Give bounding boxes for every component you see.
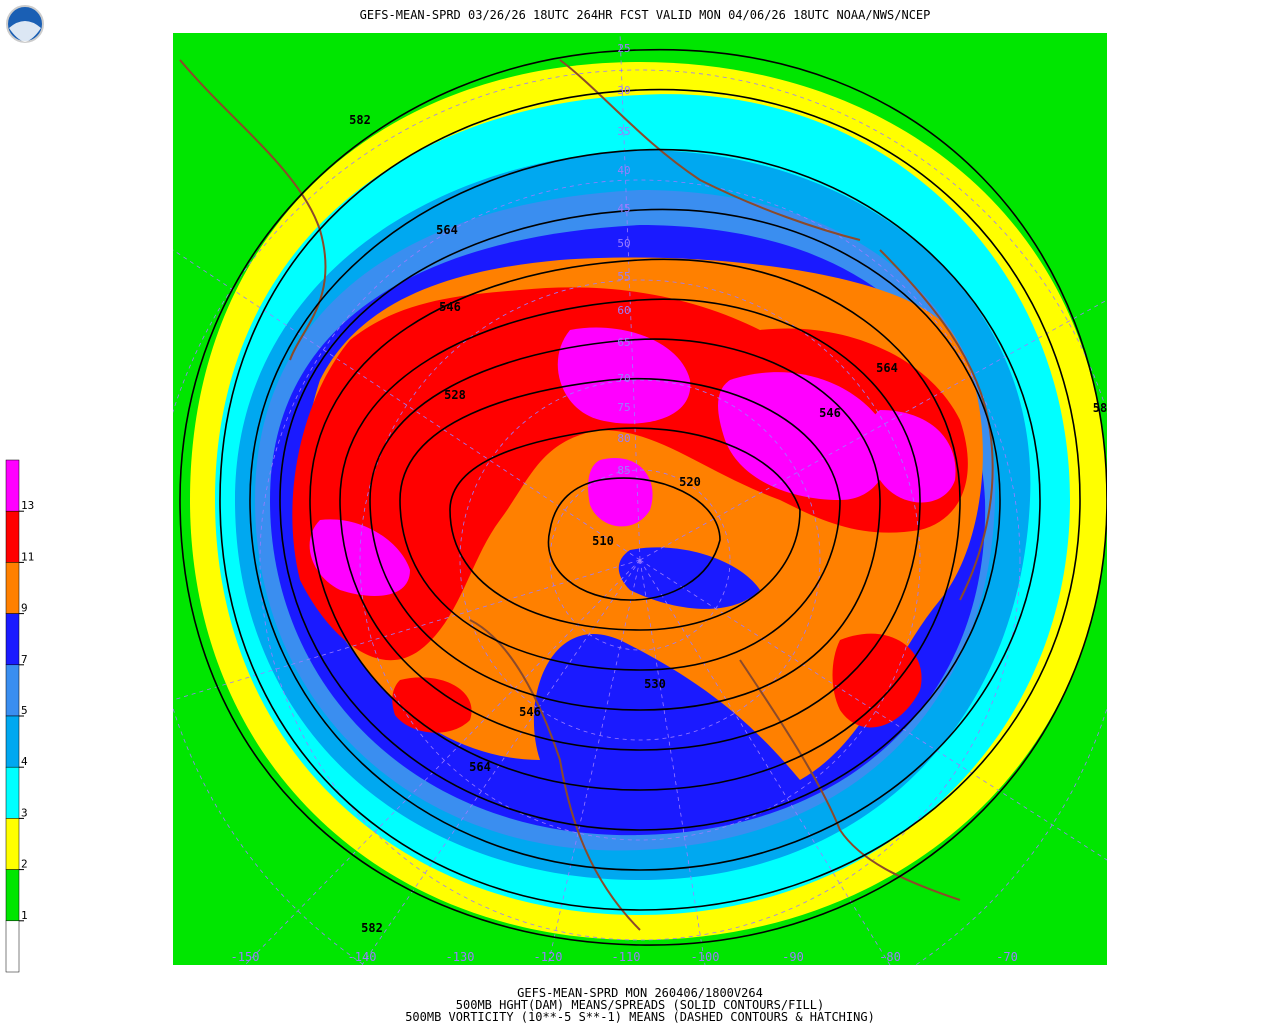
colorbar-swatch	[5, 920, 20, 973]
contour-label: 58	[1093, 401, 1107, 415]
colorbar-label: 7	[21, 653, 28, 666]
colorbar-swatch	[5, 510, 20, 563]
latitude-label: 80	[617, 432, 630, 445]
colorbar-label: 4	[21, 755, 28, 768]
colorbar-label: 13	[21, 499, 34, 512]
latitude-label: 55	[617, 270, 630, 283]
contour-label: 546	[519, 705, 541, 719]
map-title: GEFS-MEAN-SPRD 03/26/26 18UTC 264HR FCST…	[360, 8, 931, 22]
colorbar-label: 9	[21, 602, 28, 615]
colorbar-swatch	[5, 869, 20, 922]
longitude-label: -100	[691, 950, 720, 964]
longitude-label: -150	[231, 950, 260, 964]
colorbar: 13 11 9 7 5 4 3 2 1	[5, 459, 34, 973]
latitude-label: 30	[617, 84, 630, 97]
latitude-label: 70	[617, 372, 630, 385]
latitude-label: 40	[617, 164, 630, 177]
footer-line: 500MB VORTICITY (10**-5 S**-1) MEANS (DA…	[405, 1010, 875, 1024]
latitude-label: 45	[617, 202, 630, 215]
longitude-label: -70	[996, 950, 1018, 964]
contour-label: 546	[819, 406, 841, 420]
map-area	[173, 33, 1107, 965]
latitude-label: 25	[617, 42, 630, 55]
latitude-label: 60	[617, 304, 630, 317]
noaa-logo	[6, 5, 44, 43]
colorbar-swatch	[5, 459, 20, 512]
colorbar-label: 3	[21, 806, 28, 819]
contour-label: 564	[436, 223, 458, 237]
longitude-label: -90	[782, 950, 804, 964]
colorbar-swatch	[5, 664, 20, 717]
contour-label: 582	[361, 921, 383, 935]
contour-label: 564	[469, 760, 491, 774]
colorbar-label: 5	[21, 704, 28, 717]
colorbar-swatch	[5, 766, 20, 819]
colorbar-label: 2	[21, 858, 28, 871]
longitude-label: -140	[348, 950, 377, 964]
longitude-label: -120	[534, 950, 563, 964]
footer-line: GEFS-MEAN-SPRD MON 260406/1800V264	[517, 986, 763, 1000]
colorbar-swatch	[5, 613, 20, 666]
colorbar-label: 11	[21, 550, 34, 563]
contour-label: 510	[592, 534, 614, 548]
contour-label: 528	[444, 388, 466, 402]
contour-label: 520	[679, 475, 701, 489]
longitude-label: -80	[879, 950, 901, 964]
contour-label: 530	[644, 677, 666, 691]
longitude-label: -110	[612, 950, 641, 964]
latitude-label: 65	[617, 336, 630, 349]
latitude-label: 50	[617, 237, 630, 250]
graticule-labels: -150 -140 -130 -120 -110 -100 -90 -80 -70 25 30 35 4…	[231, 42, 1018, 964]
height-contours	[179, 48, 1107, 946]
latitude-label: 85	[617, 464, 630, 477]
contour-label: 546	[439, 300, 461, 314]
colorbar-swatch	[5, 818, 20, 870]
latitude-label: 75	[617, 401, 630, 414]
longitude-label: -130	[446, 950, 475, 964]
colorbar-swatch	[5, 562, 20, 614]
contour-label: 564	[876, 361, 898, 375]
coastlines	[179, 59, 994, 931]
footer-line: 500MB HGHT(DAM) MEANS/SPREADS (SOLID CON…	[456, 998, 824, 1012]
latitude-label: 35	[617, 125, 630, 138]
contour-label: 582	[349, 113, 371, 127]
colorbar-swatch	[5, 715, 20, 768]
colorbar-label: 1	[21, 909, 28, 922]
